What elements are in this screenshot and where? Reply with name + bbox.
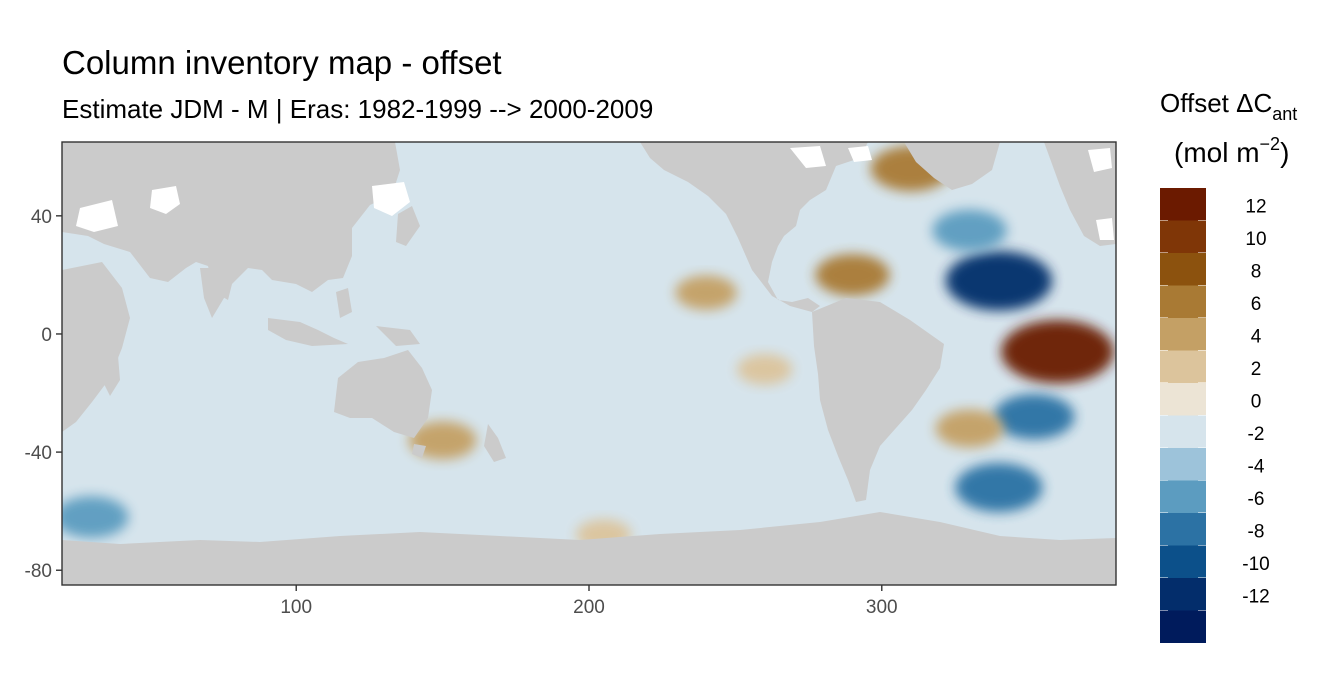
ocean-feature-11: [408, 421, 477, 460]
legend: Offset ΔCant (mol m−2) 12 10 8 6 4 2 0 -2 -4 -6 -8…: [1160, 88, 1297, 643]
ice-barents: [1088, 148, 1112, 172]
land-greenland: [904, 142, 1000, 190]
ice-okhotsk: [372, 182, 410, 216]
legend-label-3: 6: [1251, 294, 1262, 315]
ocean-feature-9: [737, 354, 793, 385]
land-australia: [334, 350, 432, 438]
legend-bin-9: [1160, 480, 1206, 513]
ocean-feature-8: [675, 275, 737, 310]
land-north-america: [640, 142, 868, 312]
ice-arctic-asia: [76, 200, 118, 232]
ocean-feature-0: [945, 251, 1053, 311]
legend-bin-12: [1160, 578, 1206, 611]
land-japan: [396, 206, 420, 246]
ice-baffin: [848, 146, 872, 162]
legend-label-1: 10: [1245, 229, 1266, 250]
y-tick-label-1: 0: [41, 325, 52, 346]
legend-label-11: -10: [1242, 554, 1269, 575]
ocean-feature-1: [932, 209, 1007, 252]
legend-label-2: 8: [1251, 262, 1262, 283]
y-tick-label-3: -80: [25, 561, 52, 582]
ocean-feature-2: [1001, 320, 1114, 384]
legend-bin-1: [1160, 220, 1206, 253]
legend-title: Offset ΔCant: [1160, 88, 1297, 124]
ocean-feature-6: [815, 254, 890, 296]
legend-bin-2: [1160, 253, 1206, 286]
ice-greenland-sea: [1096, 218, 1114, 240]
legend-label-10: -8: [1248, 522, 1265, 543]
legend-label-5: 2: [1251, 359, 1262, 380]
ice-hudson: [790, 146, 826, 168]
x-tick-label-2: 300: [866, 597, 898, 618]
sea-ice-layer: [76, 146, 1114, 240]
y-tick-label-2: -40: [25, 443, 52, 464]
legend-bin-5: [1160, 350, 1206, 383]
legend-bin-13: [1160, 610, 1206, 643]
ice-siberia: [150, 186, 180, 214]
ocean-feature-layer: [62, 145, 1114, 551]
legend-bin-11: [1160, 545, 1206, 578]
legend-bin-4: [1160, 318, 1206, 351]
ocean-feature-3: [993, 394, 1075, 440]
legend-bin-7: [1160, 415, 1206, 448]
land-indonesia: [268, 318, 348, 346]
land-layer: [62, 142, 1116, 585]
land-tasmania: [412, 444, 426, 458]
legend-colorbar: 12 10 8 6 4 2 0 -2 -4 -6 -8 -10 -12: [1160, 188, 1270, 643]
chart-title: Column inventory map - offset: [62, 44, 502, 81]
y-tick-label-0: 40: [31, 207, 52, 228]
legend-label-12: -12: [1242, 587, 1269, 608]
legend-bin-6: [1160, 383, 1206, 416]
land-philippines: [336, 288, 352, 318]
legend-bin-3: [1160, 285, 1206, 318]
legend-bin-8: [1160, 448, 1206, 481]
land-new-guinea: [376, 326, 420, 346]
land-antarctica: [62, 512, 1116, 585]
land-south-america: [812, 298, 944, 502]
land-new-zealand: [484, 424, 506, 462]
ocean-feature-12: [62, 496, 129, 538]
legend-unit: (mol m−2): [1174, 134, 1289, 168]
legend-bin-10: [1160, 513, 1206, 546]
ocean-feature-4: [935, 409, 1004, 448]
land-madagascar: [104, 356, 120, 396]
legend-label-6: 0: [1251, 392, 1262, 413]
legend-bin-0: [1160, 188, 1206, 221]
ocean-feature-5: [955, 463, 1043, 512]
legend-label-4: 4: [1251, 327, 1262, 348]
legend-label-0: 12: [1245, 197, 1266, 218]
x-tick-label-0: 100: [280, 597, 312, 618]
land-india: [200, 268, 226, 318]
legend-label-7: -2: [1248, 424, 1265, 445]
chart-subtitle: Estimate JDM - M | Eras: 1982-1999 --> 2…: [62, 94, 653, 124]
x-tick-label-1: 200: [573, 597, 605, 618]
land-africa: [62, 262, 130, 432]
legend-label-9: -6: [1248, 489, 1265, 510]
legend-label-8: -4: [1248, 457, 1265, 478]
land-asia: [62, 142, 400, 300]
